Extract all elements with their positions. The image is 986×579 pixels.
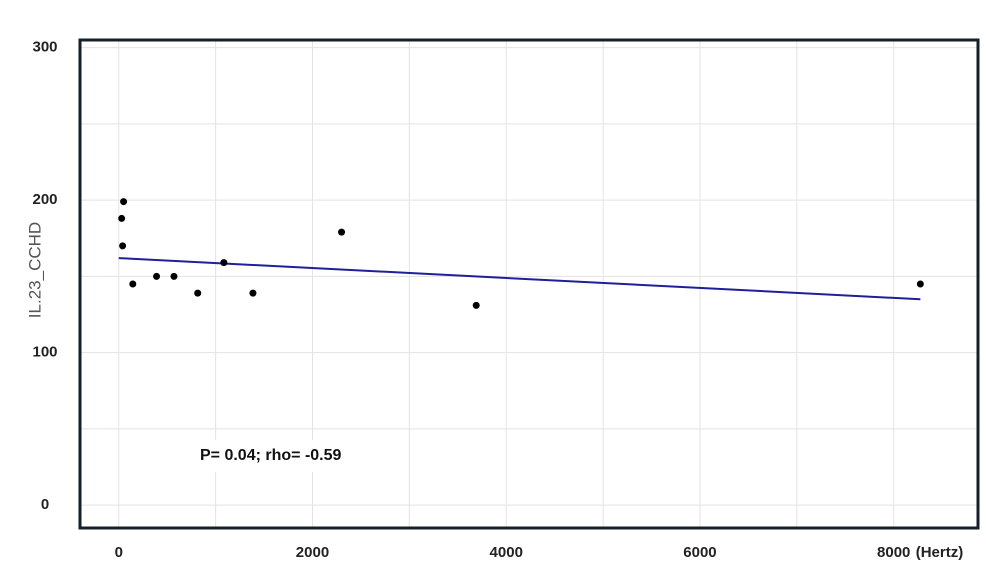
y-tick-label: 300 — [32, 39, 57, 56]
point — [472, 301, 480, 309]
point — [170, 272, 178, 280]
x-tick-label: 0 — [115, 544, 123, 561]
point — [120, 198, 128, 206]
x-tick-label: 4000 — [490, 544, 523, 561]
x-tick-label: 8000 — [877, 544, 910, 561]
x-axis-label: (Hertz) — [916, 544, 964, 561]
y-tick-label: 0 — [41, 496, 49, 513]
point — [220, 259, 228, 267]
annotation: P= 0.04; rho= -0.59 — [200, 447, 342, 464]
point — [916, 280, 924, 288]
point — [119, 242, 127, 250]
trend-line — [118, 257, 921, 301]
x-tick-label: 6000 — [683, 544, 716, 561]
y-tick-label: 200 — [32, 191, 57, 208]
point — [153, 272, 161, 280]
x-tick-label: 2000 — [296, 544, 329, 561]
annotation-box — [192, 440, 384, 472]
plot-border — [78, 38, 980, 530]
point — [338, 228, 346, 236]
y-tick-label: 100 — [32, 344, 57, 361]
point — [249, 289, 257, 297]
point — [194, 289, 202, 297]
y-axis-label: IL.23_CCHD — [25, 222, 44, 318]
point — [118, 214, 126, 222]
point — [129, 280, 137, 288]
